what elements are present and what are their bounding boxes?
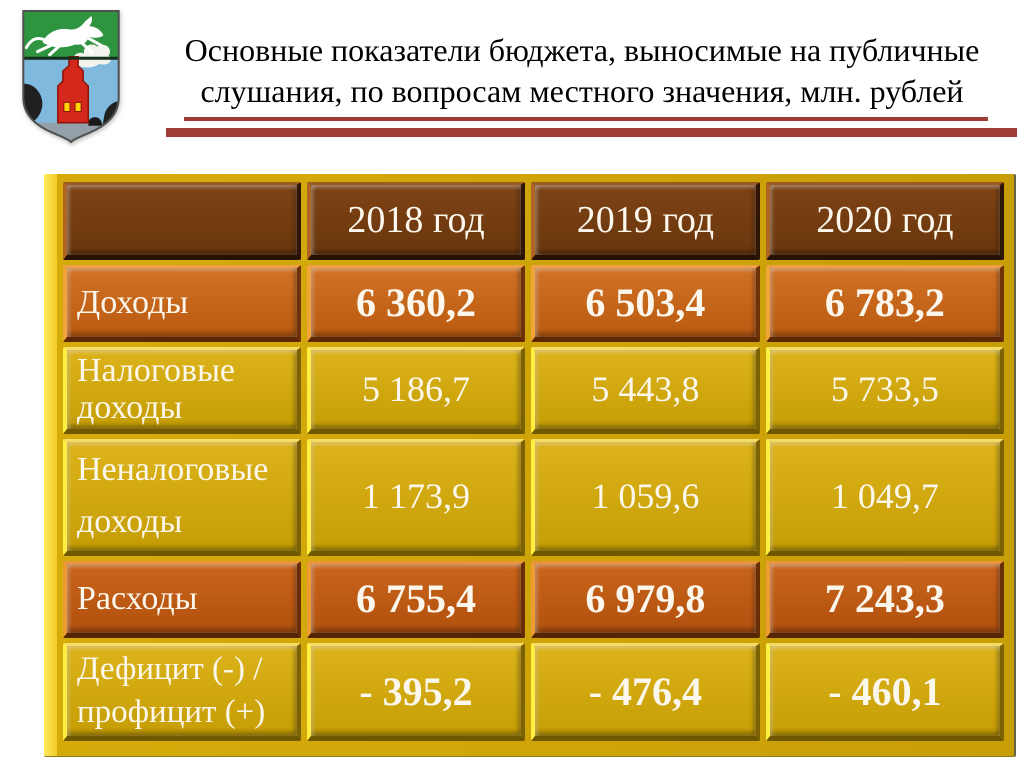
- revenues-2019: 6 503,4: [530, 265, 760, 342]
- title-underline-thick: [166, 128, 1017, 137]
- revenues-2020: 6 783,2: [765, 265, 1004, 342]
- nontax-revenues-2020: 1 049,7: [765, 438, 1004, 557]
- tax-revenues-2019: 5 443,8: [530, 347, 760, 434]
- coat-of-arms: [18, 8, 124, 144]
- row-tax-revenues: Налоговые доходы 5 186,7 5 443,8 5 733,5: [63, 347, 1004, 434]
- tax-revenues-2020: 5 733,5: [765, 347, 1004, 434]
- white-horse: [24, 16, 104, 57]
- coat-of-arms-svg: [22, 10, 120, 144]
- nontax-revenues-2018: 1 173,9: [307, 438, 525, 557]
- deficit-2020: - 460,1: [765, 643, 1004, 741]
- tax-revenues-2018: 5 186,7: [307, 347, 525, 434]
- field-divider: [23, 56, 119, 60]
- row-revenues: Доходы 6 360,2 6 503,4 6 783,2: [63, 265, 1004, 342]
- budget-table-frame: 2018 год 2019 год 2020 год Доходы 6 360,…: [44, 174, 1016, 757]
- row-nontax-revenues: Неналоговые доходы 1 173,9 1 059,6 1 049…: [63, 438, 1004, 557]
- furnace-window-left: [63, 101, 71, 113]
- row-expenditures-label: Расходы: [63, 561, 302, 639]
- row-revenues-label: Доходы: [63, 265, 302, 342]
- expenditures-2019: 6 979,8: [530, 561, 760, 639]
- row-deficit-label: Дефицит (-) / профицит (+): [63, 643, 302, 741]
- row-deficit: Дефицит (-) / профицит (+) - 395,2 - 476…: [63, 643, 1004, 741]
- shield-border: [22, 10, 120, 144]
- expenditures-2018: 6 755,4: [307, 561, 525, 639]
- rock-small: [88, 117, 103, 126]
- expenditures-2020: 7 243,3: [765, 561, 1004, 639]
- furnace-window-right: [74, 101, 82, 113]
- header-2020: 2020 год: [765, 182, 1004, 260]
- budget-table: 2018 год 2019 год 2020 год Доходы 6 360,…: [57, 177, 1010, 746]
- slide-title-line1: Основные показатели бюджета, выносимые н…: [184, 32, 980, 68]
- deficit-2019: - 476,4: [530, 643, 760, 741]
- slide-title: Основные показатели бюджета, выносимые н…: [148, 30, 1016, 112]
- header-blank-cell: [63, 182, 302, 260]
- row-nontax-revenues-label: Неналоговые доходы: [63, 438, 302, 557]
- header-row: 2018 год 2019 год 2020 год: [63, 182, 1004, 260]
- header-2018: 2018 год: [307, 182, 525, 260]
- row-expenditures: Расходы 6 755,4 6 979,8 7 243,3: [63, 561, 1004, 639]
- nontax-revenues-2019: 1 059,6: [530, 438, 760, 557]
- smoke: [73, 44, 111, 68]
- deficit-2018: - 395,2: [307, 643, 525, 741]
- title-underline-thin: [184, 117, 988, 121]
- slide-title-line2: слушания, по вопросам местного значения,…: [200, 73, 964, 109]
- header-2019: 2019 год: [530, 182, 760, 260]
- row-tax-revenues-label: Налоговые доходы: [63, 347, 302, 434]
- revenues-2018: 6 360,2: [307, 265, 525, 342]
